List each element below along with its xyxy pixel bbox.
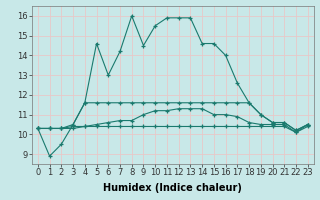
X-axis label: Humidex (Indice chaleur): Humidex (Indice chaleur): [103, 183, 242, 193]
